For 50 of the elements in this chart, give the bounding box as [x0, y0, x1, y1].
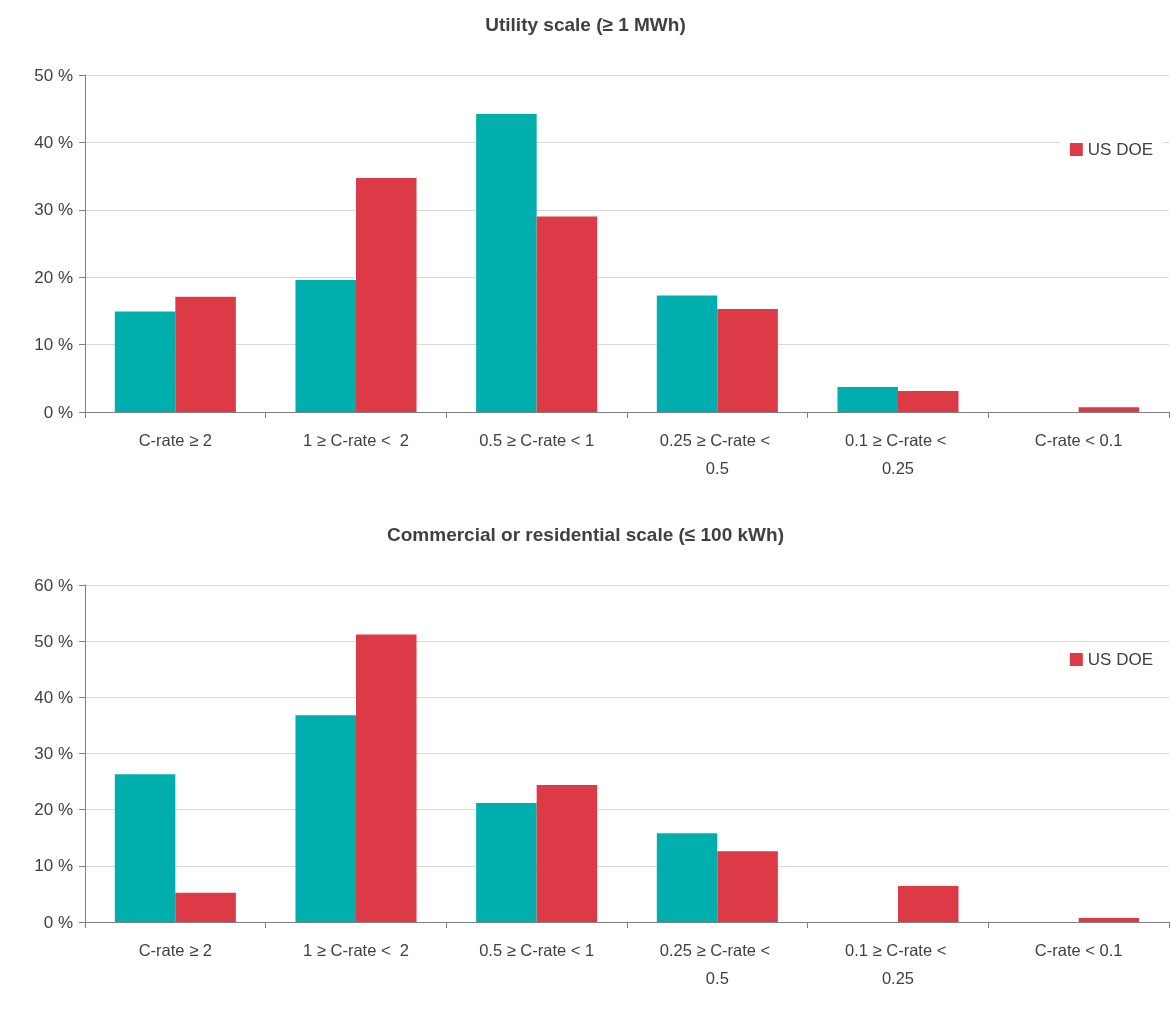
x-tick-label: C-rate ≥ 2: [138, 431, 212, 449]
x-tick-label: 0.5 ≥ C-rate < 1: [479, 941, 595, 959]
x-tick-label: C-rate < 0.1: [1034, 941, 1123, 959]
bar: [837, 387, 898, 412]
bar: [1078, 407, 1140, 412]
bar: [656, 833, 718, 922]
bar: [476, 802, 537, 922]
bar: [656, 295, 718, 412]
bar: [114, 311, 176, 412]
y-tick-label: 0 %: [43, 912, 73, 932]
x-tick-label: 0.25 ≥ C-rate < 0.5: [659, 941, 775, 987]
bar: [175, 296, 236, 412]
y-tick-label: 30 %: [34, 744, 73, 763]
legend-label: US DOE: [1087, 650, 1154, 669]
bar: [356, 178, 417, 412]
bar: [898, 886, 959, 922]
bar: [1078, 918, 1140, 922]
chart-title: Utility scale (≥ 1 MWh): [485, 14, 686, 35]
y-tick-label: 20 %: [34, 267, 73, 287]
y-tick-label: 50 %: [34, 65, 73, 85]
bar: [717, 308, 778, 412]
x-tick-label: 1 ≥ C-rate < 2: [303, 431, 409, 449]
bar: [536, 784, 598, 922]
x-tick-label: 0.5 ≥ C-rate < 1: [479, 431, 595, 449]
x-tick-label: 0.25 ≥ C-rate < 0.5: [659, 431, 775, 477]
y-tick-label: 10 %: [34, 856, 73, 876]
x-tick-label: 0.1 ≥ C-rate < 0.25: [845, 941, 951, 987]
y-tick-label: 40 %: [34, 132, 73, 152]
x-tick-label: 1 ≥ C-rate < 2: [303, 941, 409, 959]
bar: [898, 391, 959, 412]
y-tick-label: 60 %: [34, 575, 73, 595]
bar: [536, 216, 598, 412]
y-tick-label: 0 %: [43, 402, 73, 422]
x-tick-label: C-rate ≥ 2: [138, 941, 212, 959]
x-tick-label: 0.1 ≥ C-rate < 0.25: [845, 431, 951, 477]
chart-title: Commercial or residential scale (≤ 100 kWh): [387, 524, 784, 545]
y-tick-label: 40 %: [34, 687, 73, 707]
y-tick-label: 10 %: [34, 335, 73, 355]
bar: [356, 634, 417, 922]
bar: [114, 774, 176, 922]
bar: [476, 114, 537, 412]
bar: [717, 851, 778, 922]
y-tick-label: 50 %: [34, 631, 73, 651]
bar: [295, 715, 356, 922]
bar: [175, 892, 236, 922]
legend-label: US DOE: [1087, 140, 1154, 159]
y-tick-label: 30 %: [34, 200, 73, 220]
bar: [295, 279, 356, 412]
x-tick-label: C-rate < 0.1: [1034, 431, 1123, 449]
y-tick-label: 20 %: [34, 800, 73, 820]
